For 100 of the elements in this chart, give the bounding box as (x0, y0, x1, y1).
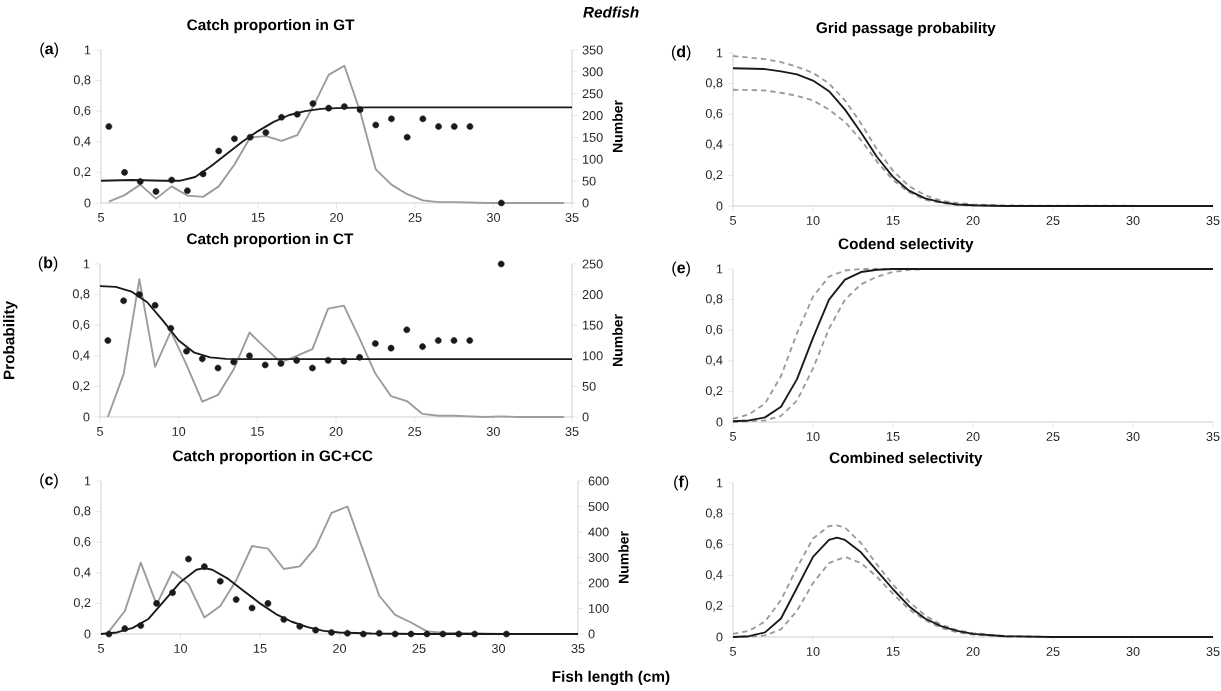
x-tick-label: 20 (333, 644, 347, 653)
text: (e) (672, 261, 690, 277)
y-tick-label: 0,4 (705, 355, 723, 367)
x-tick-label: 15 (886, 647, 900, 656)
x-tick-label: 15 (251, 427, 264, 436)
y-tick-label: 0 (84, 198, 91, 208)
y-axis-title: Probability (3, 300, 18, 380)
y-tick-label: 0,2 (705, 170, 723, 181)
y-tick-label: 0 (83, 412, 90, 422)
y2-tick-label: 300 (582, 67, 603, 77)
x-tick-label: 20 (966, 647, 980, 656)
text: (b) (38, 256, 58, 272)
y-tick-label: 1 (84, 476, 91, 486)
x-tick-label: 35 (1206, 216, 1220, 225)
x-tick-label: 5 (97, 644, 105, 653)
x-tick-label: 5 (97, 213, 105, 222)
y-tick-label: 0,6 (73, 105, 91, 117)
y-tick-label: 1 (716, 478, 723, 488)
y2-tick-label: 200 (582, 290, 603, 300)
x-tick-label: 15 (251, 213, 265, 222)
y-tick-label: 0,4 (72, 350, 90, 362)
y-tick-label: 0,6 (72, 319, 90, 331)
x-tick-label: 20 (330, 213, 344, 222)
x-tick-label: 5 (729, 216, 737, 225)
x-tick-label: 30 (486, 427, 500, 436)
x-tick-label: 25 (408, 427, 422, 436)
y2-tick-label: 350 (582, 45, 603, 55)
x-tick-label: 10 (173, 213, 187, 222)
y2-tick-label: 50 (582, 381, 596, 391)
y-tick-label: 0,6 (73, 536, 91, 548)
x-tick-label: 10 (806, 216, 820, 225)
y-tick-label: 0,8 (73, 506, 91, 517)
y2-tick-label: 100 (589, 604, 609, 613)
text: (a) (40, 42, 59, 58)
x-tick-label: 10 (806, 647, 820, 656)
y-tick-label: 0,8 (73, 75, 91, 86)
y2-axis-title: Number (612, 314, 623, 366)
y2-axis-title: Number (618, 531, 629, 583)
y-tick-label: 0,8 (705, 294, 723, 305)
y-tick-label: 0,6 (705, 324, 723, 336)
y2-tick-label: 250 (582, 89, 603, 99)
y2-tick-label: 250 (582, 259, 603, 269)
text: (f) (674, 475, 689, 491)
x-tick-label: 20 (966, 432, 980, 441)
y-tick-label: 0,8 (72, 289, 90, 300)
x-tick-label: 15 (886, 432, 900, 441)
x-tick-label: 30 (1126, 216, 1140, 225)
x-tick-label: 25 (1046, 216, 1060, 225)
x-tick-label: 25 (1046, 432, 1060, 441)
x-tick-label: 30 (486, 213, 501, 222)
x-axis-title: Fish length (cm) (552, 670, 670, 686)
y-tick-label: 0,6 (705, 539, 723, 550)
x-tick-label: 10 (172, 427, 186, 436)
y2-tick-label: 150 (583, 320, 603, 330)
y-tick-label: 1 (716, 264, 723, 274)
x-tick-label: 35 (1206, 647, 1220, 656)
x-tick-label: 5 (729, 647, 737, 656)
chart-title: Catch proportion in GC+CC (173, 449, 373, 465)
chart-title: Combined selectivity (829, 451, 983, 467)
x-tick-label: 10 (806, 432, 820, 441)
x-tick-label: 20 (966, 216, 980, 225)
text: (c) (40, 473, 58, 489)
y-tick-label: 0,2 (705, 600, 723, 612)
y-tick-label: 0 (716, 201, 723, 211)
x-tick-label: 5 (96, 427, 104, 436)
x-tick-label: 15 (253, 644, 267, 653)
y-tick-label: 0,4 (705, 570, 723, 581)
y-tick-label: 0,4 (705, 139, 723, 151)
y-tick-label: 0,2 (73, 167, 91, 178)
y-tick-label: 0,4 (73, 136, 91, 148)
x-tick-label: 25 (412, 644, 426, 653)
y-tick-label: 0,2 (72, 381, 90, 392)
y-tick-label: 0 (84, 629, 91, 639)
y-tick-label: 1 (83, 259, 90, 269)
text: (d) (671, 45, 691, 61)
chart-title: Codend selectivity (838, 237, 974, 253)
y-tick-label: 0 (716, 632, 723, 642)
y-tick-label: 0,6 (705, 108, 723, 120)
y-tick-label: 1 (84, 45, 91, 55)
y2-tick-label: 50 (582, 176, 596, 186)
y-tick-label: 0,2 (705, 386, 723, 397)
x-tick-label: 35 (571, 644, 585, 653)
x-tick-label: 10 (174, 644, 188, 653)
y2-tick-label: 100 (583, 351, 603, 361)
x-tick-label: 5 (729, 432, 737, 441)
text: Redfish (583, 6, 639, 18)
y2-tick-label: 300 (588, 553, 609, 562)
y-tick-label: 0 (716, 417, 723, 427)
x-tick-label: 30 (491, 644, 506, 653)
y-tick-label: 0,2 (73, 598, 91, 609)
x-tick-label: 25 (1046, 647, 1060, 656)
x-tick-label: 20 (329, 427, 343, 436)
y2-tick-label: 400 (588, 527, 609, 537)
y2-tick-label: 200 (588, 578, 609, 588)
y-tick-label: 0,8 (705, 78, 723, 89)
x-tick-label: 35 (1206, 432, 1220, 441)
y-tick-label: 0,8 (705, 508, 723, 520)
y2-tick-label: 150 (583, 132, 603, 142)
x-tick-label: 15 (886, 216, 900, 225)
chart-title: Catch proportion in CT (187, 232, 354, 248)
